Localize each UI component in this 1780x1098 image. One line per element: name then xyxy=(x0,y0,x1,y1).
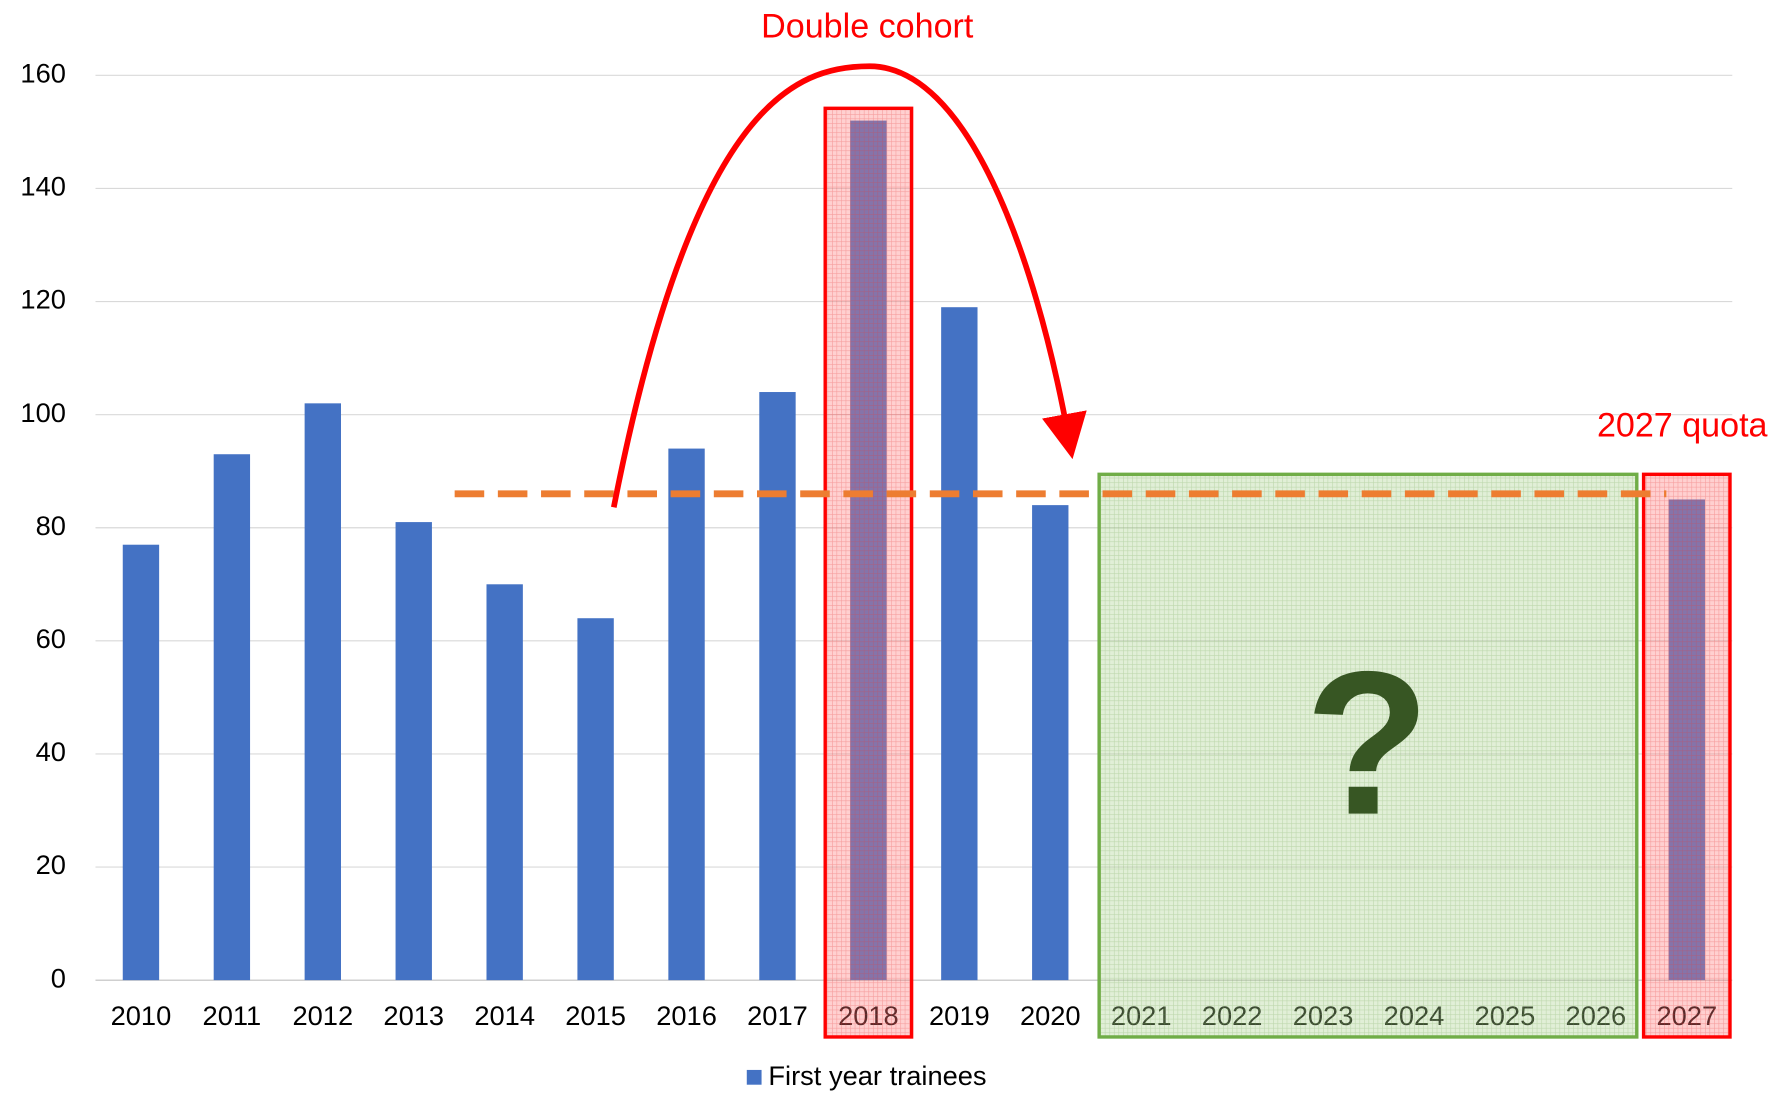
annotation: ? xyxy=(1305,630,1430,858)
x-tick-label: 2015 xyxy=(565,1000,626,1031)
bar xyxy=(395,522,432,981)
bar xyxy=(941,307,978,981)
bar xyxy=(759,392,796,981)
y-tick-label: 40 xyxy=(36,736,66,767)
x-tick-label: 2010 xyxy=(111,1000,172,1031)
bar xyxy=(304,403,341,981)
annotation: Double cohort xyxy=(761,8,974,46)
x-tick-label: 2016 xyxy=(656,1000,717,1031)
y-tick-label: 100 xyxy=(20,397,66,428)
x-tick-label: 2014 xyxy=(474,1000,535,1031)
bar xyxy=(486,584,523,981)
x-tick-label: 2013 xyxy=(383,1000,444,1031)
x-tick-label: 2019 xyxy=(929,1000,990,1031)
y-tick-label: 80 xyxy=(36,510,66,541)
y-tick-label: 140 xyxy=(20,171,66,202)
bar xyxy=(1032,505,1069,981)
annotation: 2027 quota xyxy=(1597,407,1768,445)
legend-swatch xyxy=(746,1069,762,1085)
y-tick-label: 60 xyxy=(36,623,66,654)
y-tick-label: 160 xyxy=(20,58,66,89)
x-tick-label: 2012 xyxy=(292,1000,353,1031)
x-tick-label: 2017 xyxy=(747,1000,808,1031)
y-tick-label: 20 xyxy=(36,849,66,880)
highlight-box xyxy=(823,106,914,1039)
bar xyxy=(213,454,251,981)
bar xyxy=(577,618,614,981)
legend-label: First year trainees xyxy=(768,1060,986,1091)
bar xyxy=(668,448,705,981)
y-tick-label: 0 xyxy=(51,962,66,993)
forecast-box xyxy=(1097,472,1639,1039)
arrow xyxy=(611,63,1087,508)
highlight-box xyxy=(1641,472,1732,1039)
bar xyxy=(122,544,160,981)
y-tick-label: 120 xyxy=(20,284,66,315)
x-tick-label: 2020 xyxy=(1020,1000,1081,1031)
x-tick-label: 2011 xyxy=(203,1000,262,1031)
